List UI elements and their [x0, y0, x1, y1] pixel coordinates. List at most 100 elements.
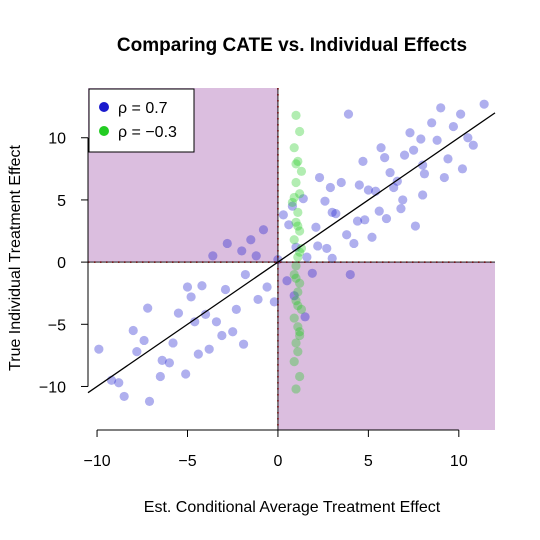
data-point: [313, 241, 323, 251]
data-point: [157, 355, 167, 365]
data-point: [293, 301, 303, 311]
reference-diagonal-line: [87, 112, 496, 394]
data-point: [381, 213, 392, 224]
data-point: [128, 325, 138, 336]
data-point: [296, 166, 307, 176]
y-tick-label: 10: [48, 131, 66, 148]
y-axis-label: True Individual Treatment Effect: [7, 145, 24, 371]
data-point: [314, 172, 325, 183]
data-point: [182, 282, 193, 292]
data-point: [293, 252, 303, 262]
data-point: [208, 251, 218, 261]
data-point: [398, 195, 408, 205]
data-point: [352, 216, 363, 226]
data-point: [448, 121, 458, 132]
x-axis-label: Est. Conditional Average Treatment Effec…: [144, 499, 441, 516]
y-tick-label: −5: [48, 317, 66, 334]
data-point: [376, 143, 386, 153]
data-point: [295, 226, 305, 236]
data-point: [293, 287, 303, 297]
data-point: [295, 278, 305, 288]
data-point: [311, 222, 321, 232]
data-point: [293, 322, 303, 332]
x-tick-label: 10: [450, 453, 468, 470]
chart-title: Comparing CATE vs. Individual Effects: [117, 35, 467, 56]
data-point: [419, 169, 430, 179]
data-point: [367, 232, 377, 242]
data-point: [307, 268, 317, 278]
data-point: [289, 357, 299, 367]
data-point: [443, 154, 453, 164]
data-point: [291, 273, 301, 283]
data-point: [291, 159, 301, 169]
data-point: [231, 304, 241, 314]
data-point: [220, 284, 231, 295]
data-point: [427, 118, 437, 128]
data-point: [409, 145, 419, 155]
data-point: [295, 189, 305, 199]
data-point: [293, 347, 303, 357]
data-point: [354, 180, 364, 190]
data-point: [296, 304, 307, 314]
data-point: [284, 220, 294, 230]
data-point: [295, 126, 305, 137]
data-point: [168, 338, 178, 348]
data-point: [358, 156, 368, 166]
data-point: [405, 128, 415, 138]
data-point: [325, 182, 335, 193]
data-point: [181, 369, 191, 379]
data-point: [349, 238, 359, 249]
x-axis: −10 −5 0 5 10: [83, 429, 468, 470]
y-tick-label: 5: [57, 193, 66, 210]
y-tick-label: −10: [39, 379, 66, 396]
data-point: [289, 235, 299, 245]
data-point: [457, 164, 468, 174]
data-point: [468, 140, 478, 150]
data-point: [253, 294, 263, 305]
data-point: [144, 396, 155, 406]
data-point: [380, 153, 390, 163]
data-point: [164, 358, 174, 368]
legend-box: [88, 88, 195, 153]
data-point: [385, 167, 395, 178]
data-point: [295, 247, 305, 257]
data-point: [222, 238, 232, 249]
legend-label: ρ = −0.3: [118, 124, 177, 141]
data-point: [200, 309, 211, 319]
data-point: [360, 215, 370, 225]
data-point: [342, 230, 352, 240]
data-point: [298, 194, 308, 204]
data-point: [262, 282, 272, 292]
data-point: [293, 156, 303, 166]
data-point: [291, 338, 301, 348]
data-point: [291, 384, 301, 394]
data-point: [320, 196, 330, 206]
data-point: [211, 317, 222, 327]
x-tick-label: −10: [83, 453, 110, 470]
data-point: [228, 327, 238, 337]
data-point: [291, 110, 301, 120]
data-point: [240, 269, 250, 280]
legend-label: ρ = 0.7: [118, 100, 168, 117]
data-point: [217, 330, 227, 341]
data-point: [289, 291, 299, 301]
data-point: [300, 312, 310, 322]
data-point: [289, 143, 299, 153]
data-point: [456, 109, 466, 119]
data-point: [291, 177, 301, 188]
data-point: [293, 207, 303, 217]
data-point: [295, 330, 305, 341]
data-point: [302, 252, 312, 262]
shaded-region-2: [277, 262, 495, 430]
data-point: [327, 253, 337, 263]
data-point: [190, 317, 200, 327]
data-point: [132, 347, 142, 357]
series-2: [287, 110, 307, 394]
data-point: [416, 134, 426, 144]
data-point: [204, 344, 214, 354]
data-point: [246, 235, 256, 245]
data-point: [295, 371, 305, 382]
data-point: [143, 303, 153, 313]
data-point: [295, 327, 305, 337]
data-point: [363, 185, 373, 195]
